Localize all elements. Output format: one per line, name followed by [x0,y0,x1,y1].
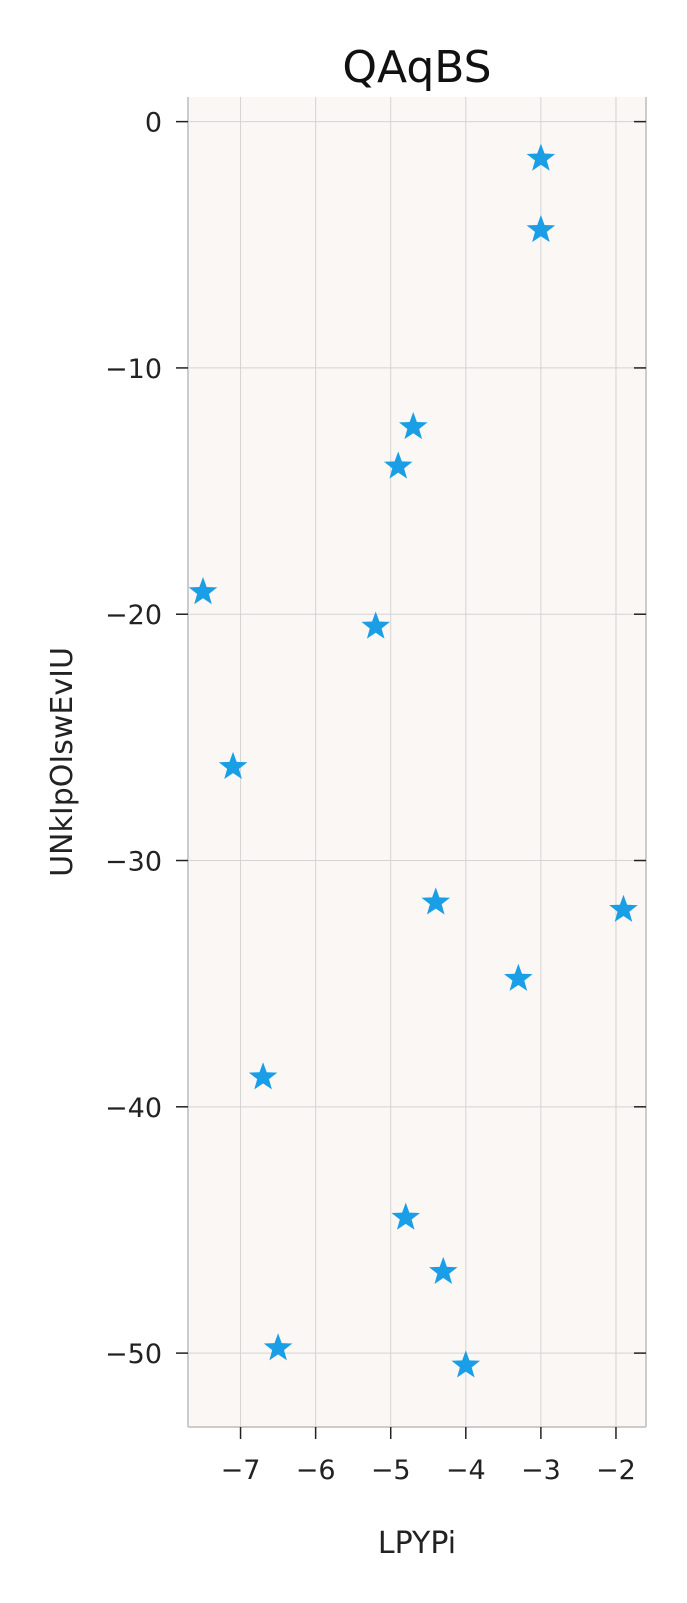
data-point-star [526,215,556,243]
y-tick-label: −40 [105,1093,162,1124]
data-point-star [421,887,451,915]
y-axis-label: UNkIpOIswEvIU [45,647,80,877]
y-tick-label: 0 [145,108,162,139]
data-point-star [218,751,248,780]
x-tick-label: −6 [296,1455,336,1486]
y-tick-label: −30 [105,847,162,878]
data-point-star [391,1202,420,1230]
x-axis-label: LPYPi [378,1526,456,1561]
axis-ticks: −7 −6 −5 −4 −3 −20−10−20−30−40−50 [105,108,646,1486]
grid-lines [188,97,646,1427]
data-point-star [263,1333,293,1361]
x-tick-label: −3 [521,1455,561,1486]
data-point-star [451,1350,481,1378]
x-tick-label: −7 [221,1455,261,1486]
data-point-star [188,577,218,605]
data-point-star [526,143,556,171]
data-point-star [398,412,428,440]
axis-spines [187,97,647,1428]
data-point-star [361,611,390,639]
x-tick-label: −5 [371,1455,411,1486]
plot-background [188,97,646,1427]
data-point-star [383,451,413,479]
x-tick-label: −2 [596,1455,636,1486]
y-tick-label: −20 [105,600,162,631]
x-tick-label: −4 [446,1455,486,1486]
y-tick-label: −10 [105,354,162,385]
data-point-star [609,894,638,922]
data-point-star [248,1062,278,1090]
data-point-star [504,963,533,991]
chart-title: QAqBS [342,42,491,93]
data-point-star [429,1256,458,1284]
y-tick-label: −50 [105,1339,162,1370]
data-points [188,143,638,1378]
